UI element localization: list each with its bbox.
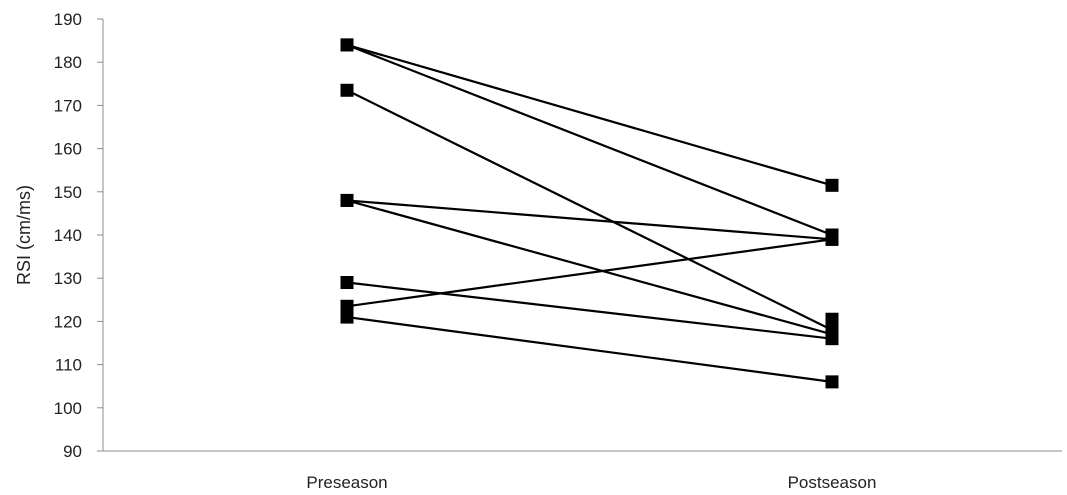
data-point-marker — [825, 312, 839, 326]
data-point-marker — [825, 375, 839, 389]
y-tick-label: 120 — [54, 312, 82, 331]
data-point-marker — [340, 38, 354, 52]
data-point-marker — [340, 193, 354, 207]
y-tick-label: 140 — [54, 226, 82, 245]
y-tick-label: 180 — [54, 53, 82, 72]
series-line — [346, 43, 833, 187]
y-tick-label: 100 — [54, 399, 82, 418]
series-line — [346, 89, 833, 332]
series-line — [346, 199, 833, 336]
y-tick-label: 190 — [54, 10, 82, 29]
x-category-label: Postseason — [788, 473, 877, 492]
series-markers — [340, 38, 839, 389]
y-tick-label: 130 — [54, 269, 82, 288]
y-tick-label: 90 — [63, 442, 82, 461]
y-tick-label: 160 — [54, 140, 82, 159]
y-axis-title: RSI (cm/ms) — [14, 185, 34, 285]
series-line — [346, 43, 833, 237]
data-point-marker — [340, 299, 354, 313]
series-lines — [346, 43, 833, 383]
series-line — [346, 238, 833, 308]
y-tick-label: 170 — [54, 96, 82, 115]
axis-labels: 90 100 110 120 130 140 150 160 170 180 190 Preseaso… — [14, 10, 876, 492]
series-line — [346, 315, 833, 383]
data-point-marker — [340, 83, 354, 97]
data-point-marker — [825, 332, 839, 346]
data-point-marker — [340, 310, 354, 324]
data-point-marker — [340, 276, 354, 290]
series-line — [346, 199, 833, 241]
y-tick-label: 110 — [55, 356, 82, 375]
data-point-marker — [825, 178, 839, 192]
series-line — [346, 281, 833, 340]
data-point-marker — [825, 232, 839, 246]
axes — [97, 18, 1062, 452]
y-tick-label: 150 — [54, 183, 82, 202]
x-category-label: Preseason — [306, 473, 387, 492]
